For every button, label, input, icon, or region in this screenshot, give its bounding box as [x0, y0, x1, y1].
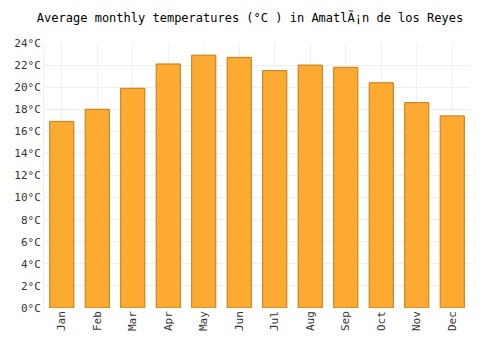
svg-text:Nov: Nov [410, 311, 423, 331]
svg-text:0°C: 0°C [21, 302, 41, 315]
svg-text:Mar: Mar [126, 311, 139, 331]
svg-text:Average monthly temperatures (: Average monthly temperatures (°C ) in Am… [37, 10, 463, 25]
svg-text:18°C: 18°C [14, 103, 41, 116]
svg-text:2°C: 2°C [21, 280, 41, 293]
svg-text:Aug: Aug [304, 311, 317, 331]
svg-text:12°C: 12°C [14, 169, 41, 182]
svg-text:Feb: Feb [91, 311, 104, 331]
svg-text:Sep: Sep [339, 311, 352, 331]
svg-text:May: May [197, 311, 210, 331]
svg-text:16°C: 16°C [14, 125, 41, 138]
svg-text:Jun: Jun [233, 311, 246, 331]
svg-text:10°C: 10°C [14, 191, 41, 204]
svg-text:Apr: Apr [162, 311, 175, 331]
svg-text:24°C: 24°C [14, 37, 41, 50]
svg-text:20°C: 20°C [14, 81, 41, 94]
svg-text:6°C: 6°C [21, 236, 41, 249]
svg-text:Dec: Dec [446, 311, 459, 331]
svg-text:4°C: 4°C [21, 258, 41, 271]
svg-text:14°C: 14°C [14, 147, 41, 160]
svg-text:8°C: 8°C [21, 214, 41, 227]
svg-text:22°C: 22°C [14, 59, 41, 72]
svg-text:Jan: Jan [55, 311, 68, 331]
svg-text:Jul: Jul [268, 311, 281, 331]
svg-text:Oct: Oct [375, 311, 388, 331]
